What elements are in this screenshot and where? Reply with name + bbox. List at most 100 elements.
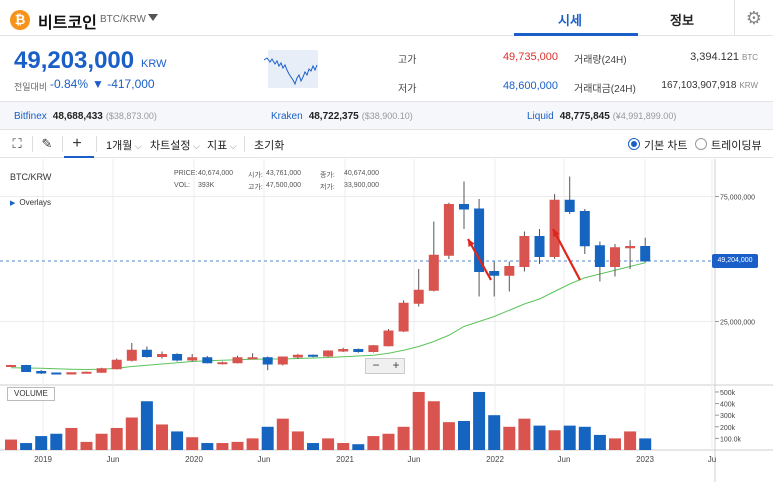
annotation-arrow-shaft	[467, 238, 492, 281]
chart-pair-label: BTC/KRW	[10, 172, 52, 182]
x-tick-label: 2021	[336, 455, 354, 464]
x-tick-label: 2023	[636, 455, 654, 464]
active-tool-indicator	[64, 156, 94, 158]
y-tick-label: 75,000,000	[720, 195, 755, 202]
indicator-dropdown[interactable]: 지표 ⌵	[207, 137, 237, 153]
basic-chart-radio[interactable]	[628, 138, 640, 150]
candle-body	[474, 208, 485, 272]
zoom-in-button[interactable]: +	[392, 358, 400, 372]
candle-body	[292, 354, 303, 358]
volume-bar	[412, 391, 425, 450]
volume-bar	[533, 425, 546, 450]
overlays-label: Overlays	[19, 198, 51, 207]
price-summary: 49,203,000 KRW 전일대비 -0.84% ▼ -417,000 고가…	[0, 36, 773, 102]
volume-bar	[201, 443, 214, 450]
exchange-usd-price: ($38,900.10)	[361, 111, 413, 121]
volume-tick-label: 300k	[720, 413, 736, 420]
high-label: 고가	[398, 55, 417, 66]
current-price: 49,203,000	[14, 47, 135, 74]
ohlc-low-label: 저가:	[320, 184, 335, 191]
volume-bar	[140, 401, 153, 450]
amount-24h-unit: KRW	[739, 81, 758, 90]
coin-pair[interactable]: BTC/KRW	[100, 14, 146, 25]
candle-body	[126, 349, 137, 361]
chart-settings-dropdown[interactable]: 차트설정 ⌵	[150, 137, 200, 153]
x-tick-label: Jun	[558, 455, 571, 464]
pencil-icon[interactable]: ✎	[41, 136, 53, 151]
volume-bar	[473, 391, 486, 450]
volume-bar	[593, 434, 606, 450]
ohlc-low-value: 33,900,000	[344, 182, 380, 189]
exchange-name[interactable]: Bitfinex	[14, 111, 47, 122]
ohlc-vol-label: VOL:	[174, 182, 190, 189]
volume-bar	[110, 427, 123, 450]
volume-24h-label: 거래량(24H)	[574, 55, 627, 66]
amount-24h-label: 거래대금(24H)	[574, 84, 636, 95]
tab-info[interactable]: 정보	[670, 13, 694, 28]
gear-icon[interactable]: ⚙	[734, 0, 773, 36]
chevron-down-icon[interactable]	[148, 14, 158, 21]
indicator-label: 지표	[207, 140, 228, 152]
x-tick-label: Ju	[708, 455, 716, 464]
toolbar-divider	[32, 136, 33, 152]
volume-bar	[35, 436, 48, 450]
candle-body	[81, 371, 92, 374]
volume-bar	[578, 426, 591, 450]
exchange-jpy-price: (¥4,991,899.00)	[612, 111, 677, 121]
candle-body	[459, 204, 469, 210]
chevron-down-icon: ⌵	[227, 141, 237, 151]
volume-bar	[397, 426, 410, 450]
candle-body	[640, 246, 651, 262]
crosshair-icon[interactable]: +	[72, 135, 82, 152]
candlestick-chart[interactable]: 2019 Jun 2020 Jun 2021 Jun 2022 Jun 2023 Ju 75,000…	[0, 159, 773, 482]
triangle-right-icon: ▶	[10, 200, 16, 207]
exchange-liquid[interactable]: Liquid 48,775,845 (¥4,991,899.00)	[527, 111, 676, 122]
exchange-bitfinex[interactable]: Bitfinex 48,688,433 ($38,873.00)	[14, 111, 157, 122]
tradingview-label[interactable]: 트레이딩뷰	[711, 140, 762, 152]
zoom-out-button[interactable]: −	[372, 358, 380, 372]
overlays-toggle[interactable]: ▶ Overlays	[10, 198, 51, 207]
volume-bar	[261, 426, 274, 450]
exchange-name[interactable]: Liquid	[527, 111, 554, 122]
candle-body	[443, 204, 454, 256]
amount-24h-number: 167,103,907,918	[661, 80, 737, 91]
reset-button[interactable]: 초기화	[254, 140, 285, 152]
chart-toolbar: ⛶ ✎ + 1개월 ⌵ 차트설정 ⌵ 지표 ⌵ 초기화 기본 차트 트레이딩뷰	[0, 130, 773, 158]
candle-body	[594, 245, 605, 267]
candle-body	[66, 372, 77, 375]
volume-bar	[503, 426, 516, 450]
candle-body	[519, 236, 530, 267]
tradingview-radio[interactable]	[695, 138, 707, 150]
candle-body	[398, 302, 409, 332]
volume-bar	[276, 418, 289, 450]
low-label: 저가	[398, 84, 417, 95]
candle-body	[202, 357, 213, 364]
exchange-name[interactable]: Kraken	[271, 111, 303, 122]
candle-body	[504, 266, 515, 276]
fullscreen-icon[interactable]: ⛶	[12, 136, 22, 151]
chevron-down-icon: ⌵	[132, 141, 142, 151]
volume-toggle-button[interactable]: VOLUME	[7, 387, 55, 401]
candle-body	[413, 289, 424, 304]
zoom-control: − +	[365, 358, 405, 374]
price-chart[interactable]: 2019 Jun 2020 Jun 2021 Jun 2022 Jun 2023 Ju 75,000…	[0, 159, 773, 482]
volume-bar	[624, 431, 637, 450]
volume-bar	[307, 443, 319, 450]
candle-body	[111, 359, 122, 370]
period-dropdown[interactable]: 1개월 ⌵	[106, 137, 142, 153]
volume-bar	[337, 443, 350, 450]
tab-quote[interactable]: 시세	[558, 13, 582, 28]
volume-tick-label: 500k	[720, 390, 736, 397]
basic-chart-label[interactable]: 기본 차트	[644, 140, 688, 152]
y-tick-label: 25,000,000	[720, 320, 755, 327]
ohlc-close-value: 40,674,000	[344, 170, 380, 177]
candle-body	[489, 271, 500, 276]
volume-bar	[65, 427, 78, 450]
x-tick-label: Jun	[258, 455, 271, 464]
x-tick-label: 2019	[34, 455, 52, 464]
volume-bar	[563, 425, 576, 450]
candle-body	[353, 349, 364, 352]
exchange-kraken[interactable]: Kraken 48,722,375 ($38,900.10)	[271, 111, 413, 122]
volume-bar	[518, 418, 531, 450]
coin-name[interactable]: 비트코인	[38, 15, 97, 32]
